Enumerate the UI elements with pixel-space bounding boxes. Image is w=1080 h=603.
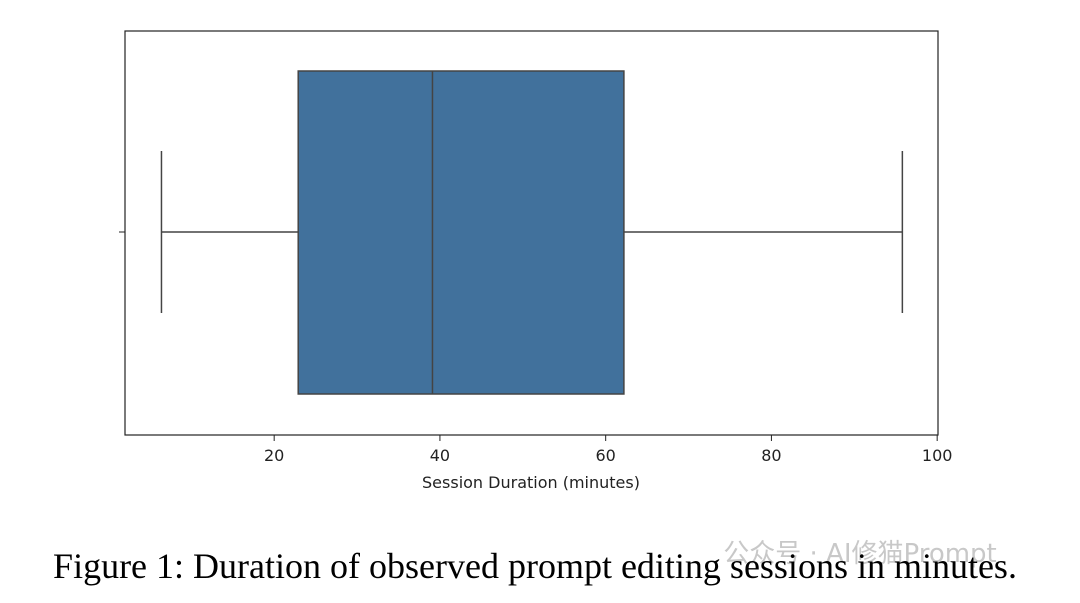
box	[297, 70, 625, 395]
x-tick-label: 40	[430, 446, 450, 465]
watermark: 公众号 · AI修猫Prompt	[723, 539, 997, 569]
axes-frame	[124, 30, 939, 436]
x-tick-label: 20	[264, 446, 284, 465]
x-tick-label: 100	[922, 446, 953, 465]
x-tick-label: 80	[761, 446, 781, 465]
x-tick-label: 60	[595, 446, 615, 465]
x-axis-label: Session Duration (minutes)	[422, 473, 640, 492]
caption: Figure 1: Duration of observed prompt ed…	[53, 546, 1017, 586]
